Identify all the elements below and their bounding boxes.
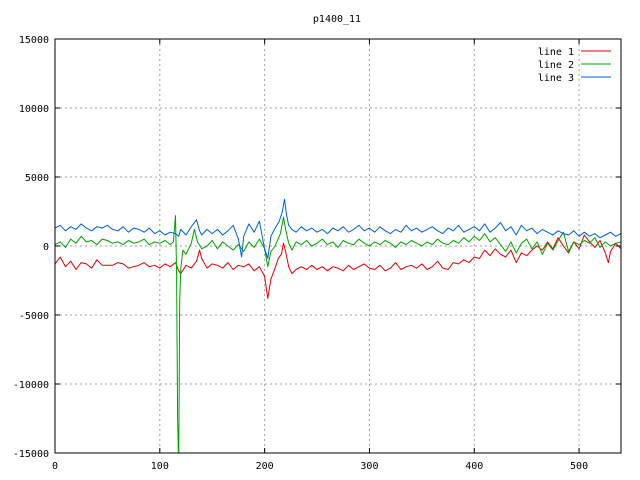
axis-ticks: 0 100 200 300 400 500 -15000 -10000 -5000 0 5000 10… (13, 35, 621, 472)
grid-lines (55, 39, 621, 453)
legend-label-1: line 1 (538, 47, 574, 58)
x-tick-label-2: 200 (256, 461, 274, 472)
series-line-3 (55, 198, 621, 259)
legend: line 1 line 2 line 3 (538, 47, 611, 84)
y-tick-label-3: 0 (43, 242, 49, 253)
series-group (55, 198, 621, 453)
x-tick-label-0: 0 (52, 461, 58, 472)
x-tick-label-4: 400 (465, 461, 483, 472)
y-tick-label-6: 15000 (19, 35, 49, 46)
x-tick-label-5: 500 (570, 461, 588, 472)
y-tick-label-1: -10000 (13, 380, 49, 391)
series-line-1 (55, 234, 621, 299)
legend-label-2: line 2 (538, 60, 574, 71)
series-line-2 (55, 215, 621, 453)
chart-title: p1400_11 (313, 14, 361, 25)
x-tick-label-1: 100 (151, 461, 169, 472)
x-tick-label-3: 300 (360, 461, 378, 472)
y-tick-label-0: -15000 (13, 449, 49, 460)
legend-label-3: line 3 (538, 73, 574, 84)
y-tick-label-4: 5000 (25, 173, 49, 184)
y-tick-label-5: 10000 (19, 104, 49, 115)
y-tick-label-2: -5000 (19, 311, 49, 322)
